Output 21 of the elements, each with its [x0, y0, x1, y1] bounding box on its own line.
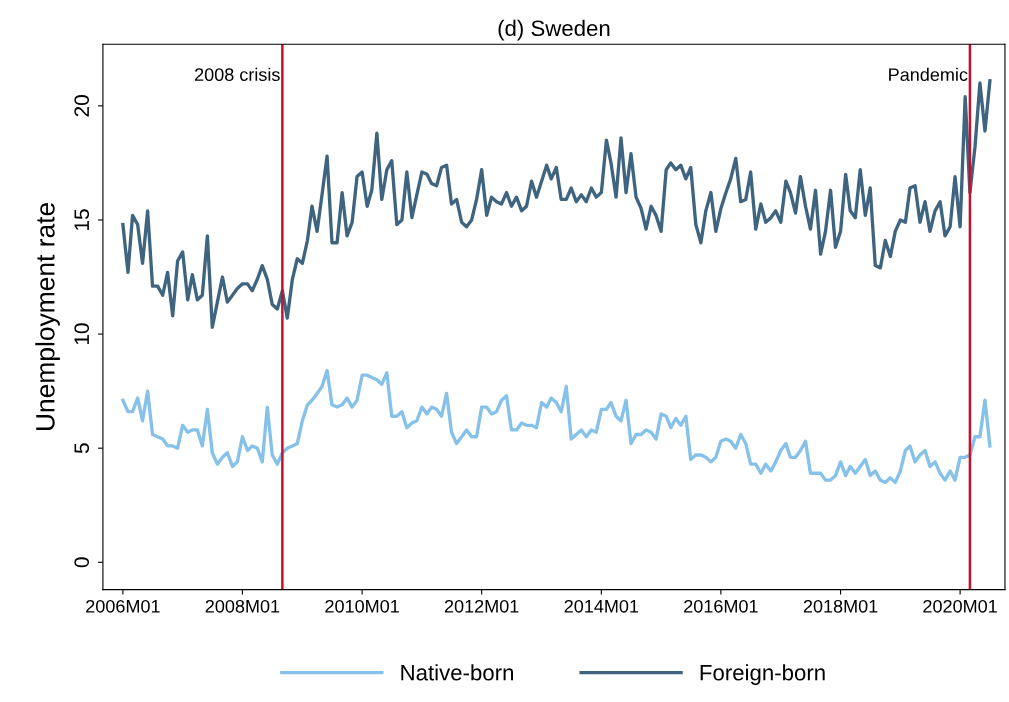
y-tick-label: 10 [74, 323, 90, 345]
x-tick-label: 2016M01 [684, 599, 758, 613]
y-tick-label: 20 [74, 95, 90, 117]
line-series [121, 79, 992, 329]
legend-label: Native-born [401, 664, 513, 681]
legend-label: Foreign-born [700, 664, 825, 685]
y-tick-label: 0 [74, 557, 90, 568]
y-tick-label: 5 [74, 443, 90, 454]
y-tick-label: 15 [74, 209, 90, 230]
x-tick-label: 2018M01 [803, 599, 878, 613]
x-tick-label: 2012M01 [444, 599, 519, 613]
chart-title: (d) Sweden [498, 19, 610, 41]
ref-line-label: 2008 crisis [195, 67, 280, 82]
ref-line-label: Pandemic [889, 67, 968, 82]
line-series [121, 368, 992, 485]
x-tick-label: 2020M01 [923, 599, 997, 613]
y-axis-title: Unemployment rate [35, 202, 60, 431]
x-tick-label: 2006M01 [86, 599, 160, 613]
x-tick-label: 2014M01 [564, 599, 639, 613]
x-tick-label: 2008M01 [205, 599, 280, 613]
x-tick-label: 2010M01 [325, 599, 399, 613]
